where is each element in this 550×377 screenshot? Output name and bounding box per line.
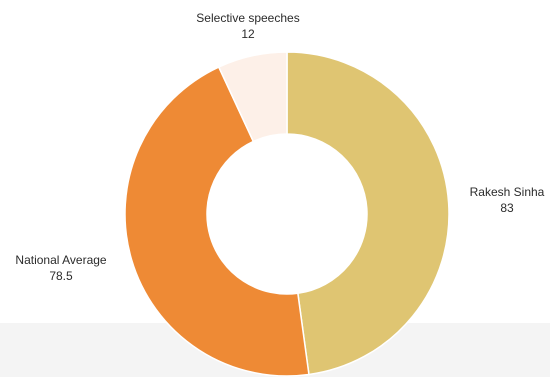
slice-name: Rakesh Sinha <box>469 185 545 199</box>
slice-label-selective-speeches: Selective speeches 12 <box>186 10 310 42</box>
slice-name: National Average <box>15 253 107 267</box>
slice-value: 83 <box>500 201 514 215</box>
slice-selective-speeches <box>217 51 288 143</box>
slice-value: 78.5 <box>49 269 73 283</box>
slice-name: Selective speeches <box>196 11 300 25</box>
slice-label-rakesh-sinha: Rakesh Sinha 83 <box>462 184 550 216</box>
slice-national-average <box>124 66 310 377</box>
slice-value: 12 <box>241 27 255 41</box>
slice-label-national-average: National Average 78.5 <box>5 252 117 284</box>
slice-rakesh-sinha <box>286 51 450 376</box>
